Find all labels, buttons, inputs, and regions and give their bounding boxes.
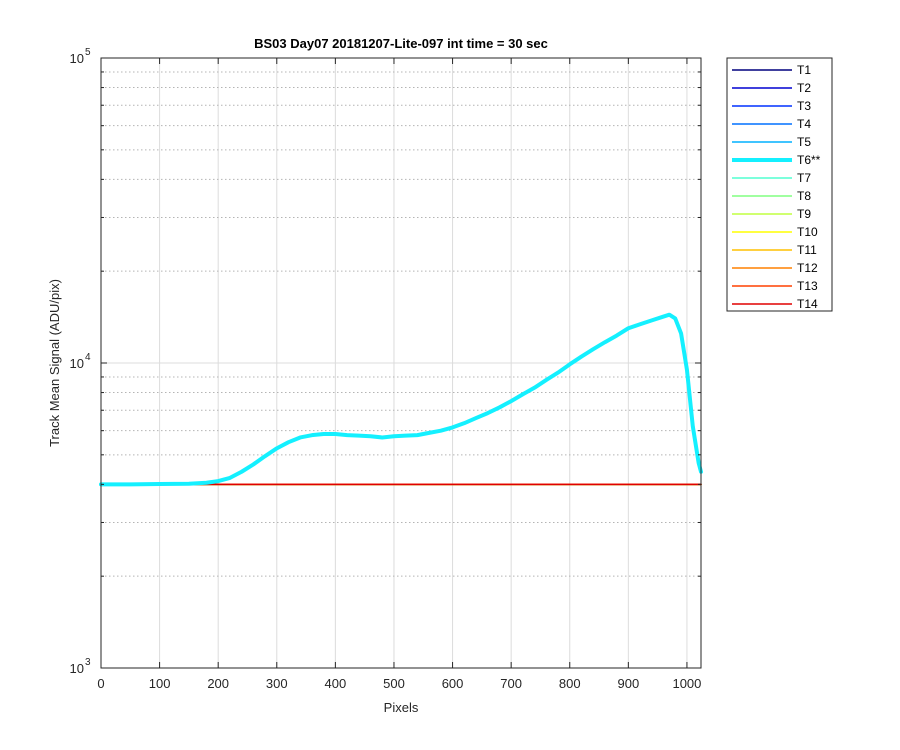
x-tick-label: 0 <box>97 676 104 691</box>
series-group <box>99 312 703 487</box>
y-tick-exponent: 4 <box>85 352 91 363</box>
legend-label: T2 <box>797 81 811 95</box>
x-tick-label: 300 <box>266 676 288 691</box>
y-tick-label: 10 <box>70 661 84 676</box>
legend-label: T14 <box>797 297 818 311</box>
x-tick-label: 1000 <box>672 676 701 691</box>
legend-box <box>726 57 833 312</box>
x-tick-label: 600 <box>442 676 464 691</box>
x-tick-label: 500 <box>383 676 405 691</box>
x-tick-label: 400 <box>325 676 347 691</box>
series-line-t6 <box>99 312 703 487</box>
y-tick-label: 10 <box>70 51 84 66</box>
y-tick-label: 10 <box>70 356 84 371</box>
legend-entries: T1 T2 T3 T4 T5 T6** T7 T8 T9 T10 T11 T12 T13 T14 <box>732 63 821 311</box>
legend-label: T12 <box>797 261 818 275</box>
legend-label: T8 <box>797 189 811 203</box>
legend-label: T5 <box>797 135 811 149</box>
legend-label: T6** <box>797 153 821 167</box>
y-axis-label: Track Mean Signal (ADU/pix) <box>47 279 62 447</box>
legend-label: T10 <box>797 225 818 239</box>
legend-label: T9 <box>797 207 811 221</box>
legend-label: T4 <box>797 117 811 131</box>
legend-label: T11 <box>797 243 817 257</box>
x-axis-label: Pixels <box>384 700 419 715</box>
x-tick-label: 900 <box>617 676 639 691</box>
y-tick-exponent: 5 <box>85 47 91 58</box>
y-tick-exponent: 3 <box>85 657 91 668</box>
legend-label: T1 <box>797 63 811 77</box>
x-tick-label: 100 <box>149 676 171 691</box>
legend-label: T7 <box>797 171 811 185</box>
chart-title: BS03 Day07 20181207-Lite-097 int time = … <box>254 36 548 51</box>
x-tick-label: 200 <box>207 676 229 691</box>
legend-label: T13 <box>797 279 818 293</box>
legend: T1 T2 T3 T4 T5 T6** T7 T8 T9 T10 T11 T12 T13 T14 <box>726 57 833 312</box>
x-tick-label: 700 <box>500 676 522 691</box>
legend-label: T3 <box>797 99 811 113</box>
x-tick-label: 800 <box>559 676 581 691</box>
